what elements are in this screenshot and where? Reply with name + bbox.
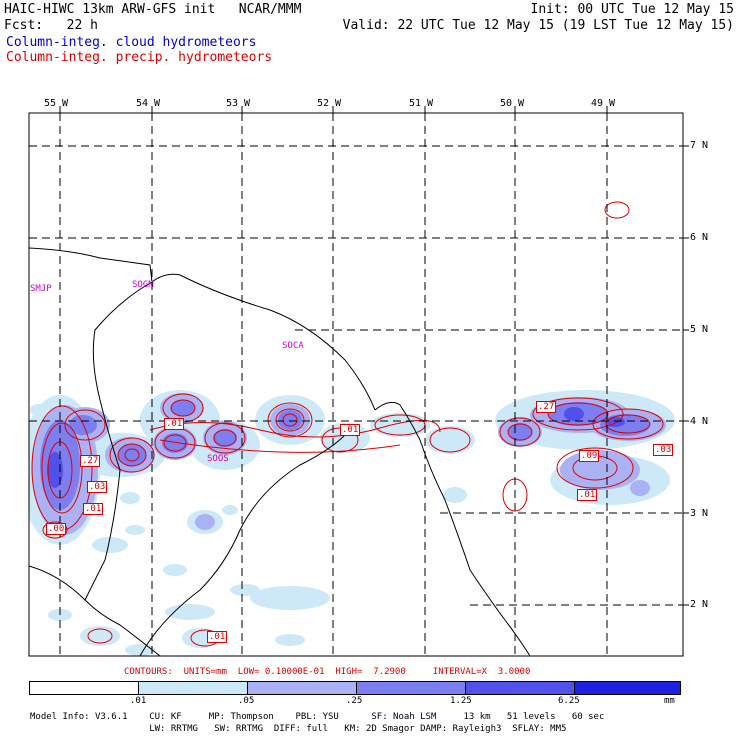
lat-label-2n: 2 N bbox=[690, 599, 709, 610]
station-label-soos: SOOS bbox=[207, 454, 229, 464]
contour-label: .03 bbox=[653, 444, 674, 456]
lon-label-51w: 51 W bbox=[409, 98, 434, 109]
contour-label: .00 bbox=[46, 523, 67, 535]
color-scale-segment bbox=[248, 682, 357, 694]
lat-label-7n: 7 N bbox=[690, 140, 709, 151]
footer-model-info: Model Info: V3.6.1 CU: KF MP: Thompson P… bbox=[30, 712, 605, 722]
lon-label-50w: 50 W bbox=[500, 98, 525, 109]
header-forecast-hour: Fcst: 22 h bbox=[4, 18, 98, 33]
color-scale-segment bbox=[575, 682, 680, 694]
legend-cloud-label: Column-integ. cloud hydrometeors bbox=[6, 35, 257, 50]
header-title: HAIC-HIWC 13km ARW-GFS init NCAR/MMM bbox=[4, 2, 302, 17]
contour-label: .27 bbox=[536, 401, 557, 413]
contour-label: .27 bbox=[80, 455, 101, 467]
contour-label: .01 bbox=[577, 489, 598, 501]
contour-label: .01 bbox=[340, 424, 361, 436]
contour-label: .03 bbox=[87, 481, 108, 493]
station-label-soca: SOCA bbox=[282, 341, 304, 351]
scale-label: .01 bbox=[130, 696, 147, 706]
station-label-smjp: SMJP bbox=[30, 284, 52, 294]
scale-label: 1.25 bbox=[450, 696, 472, 706]
footer-model-physics: LW: RRTMG SW: RRTMG DIFF: full KM: 2D Sm… bbox=[30, 724, 567, 734]
contour-label: .01 bbox=[207, 631, 228, 643]
contour-label: .01 bbox=[164, 418, 185, 430]
color-scale-segment bbox=[139, 682, 248, 694]
lon-label-55w: 55 W bbox=[44, 98, 69, 109]
contour-label: .01 bbox=[83, 503, 104, 515]
station-label-sogm: SOGM bbox=[132, 280, 154, 290]
contour-label: .09 bbox=[579, 450, 600, 462]
lon-label-53w: 53 W bbox=[226, 98, 251, 109]
scale-label: .25 bbox=[346, 696, 363, 706]
lon-label-52w: 52 W bbox=[317, 98, 342, 109]
header-valid-time: Valid: 22 UTC Tue 12 May 15 (19 LST Tue … bbox=[342, 18, 734, 33]
legend-precip-label: Column-integ. precip. hydrometeors bbox=[6, 50, 273, 65]
scale-label: mm bbox=[664, 696, 675, 706]
lat-label-3n: 3 N bbox=[690, 508, 709, 519]
contour-info: CONTOURS: UNITS=mm LOW= 0.10000E-01 HIGH… bbox=[124, 667, 531, 677]
color-scale-segment bbox=[30, 682, 139, 694]
lat-label-4n: 4 N bbox=[690, 416, 709, 427]
color-scale-segment bbox=[466, 682, 575, 694]
map-frame bbox=[28, 112, 684, 657]
cloud-field-darkest bbox=[47, 407, 625, 488]
scale-label: 6.25 bbox=[558, 696, 580, 706]
lat-label-5n: 5 N bbox=[690, 324, 709, 335]
lon-label-49w: 49 W bbox=[591, 98, 616, 109]
lat-label-6n: 6 N bbox=[690, 232, 709, 243]
gridlines bbox=[29, 113, 683, 656]
axis-ticks bbox=[59, 106, 689, 606]
lon-label-54w: 54 W bbox=[136, 98, 161, 109]
color-scale-segment bbox=[357, 682, 466, 694]
header-init-time: Init: 00 UTC Tue 12 May 15 bbox=[530, 2, 735, 17]
precip-contours bbox=[31, 201, 664, 647]
coastlines bbox=[29, 247, 531, 656]
scale-label: .05 bbox=[238, 696, 255, 706]
color-scale-bar bbox=[29, 681, 681, 695]
